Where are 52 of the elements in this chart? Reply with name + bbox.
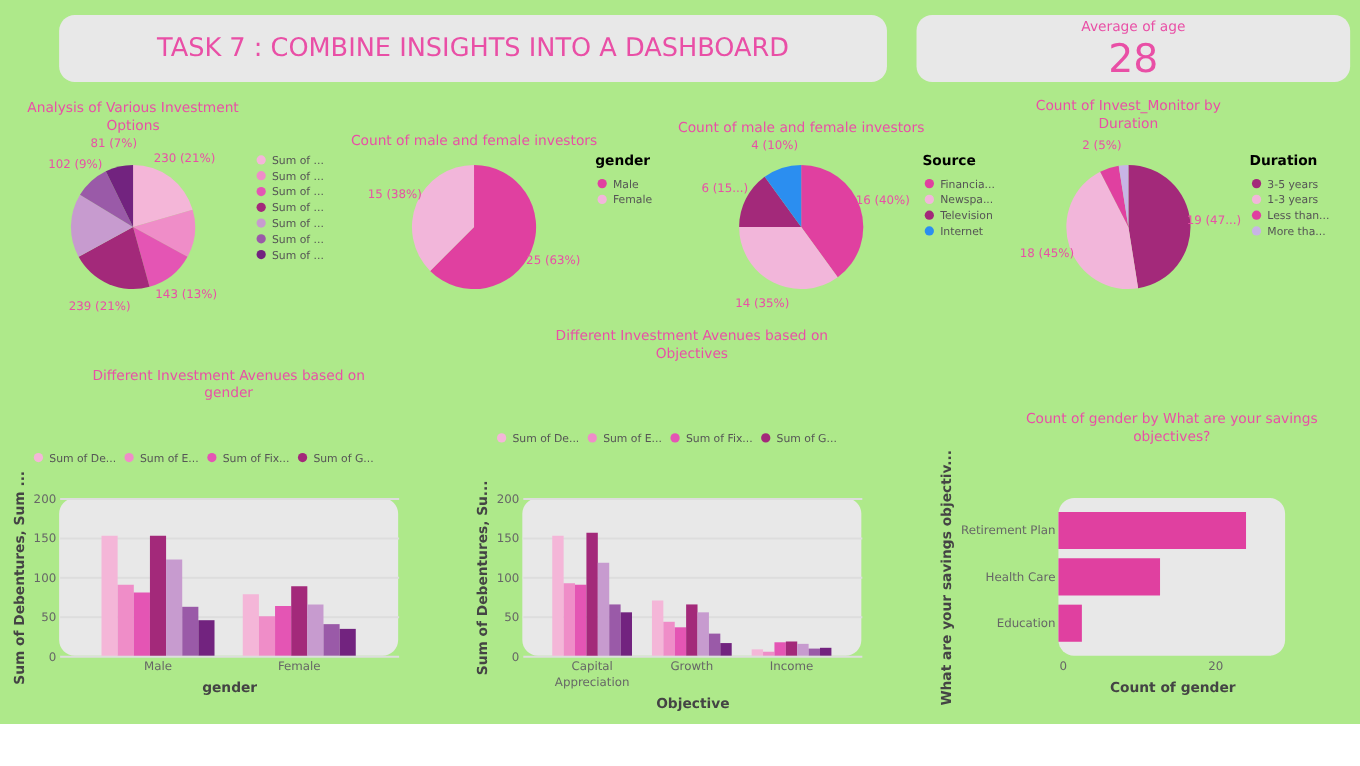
bar [697,612,709,656]
bar [101,535,118,656]
bar [339,628,356,656]
bar [751,649,764,656]
pie-slice [71,194,134,257]
bar [133,592,150,656]
bar [258,616,276,656]
bar [166,559,183,656]
bar [1058,604,1082,642]
bar [674,627,687,656]
bar [242,594,259,656]
bar [797,643,809,656]
pie-slice [105,164,134,227]
bar [323,624,340,656]
bar [686,604,698,656]
pie-slice [133,164,193,227]
bar [563,583,576,656]
bar [552,535,564,656]
pie-slice [133,226,188,287]
bar [774,642,786,656]
pie-slice [79,171,134,227]
bar [785,641,798,656]
bar [820,647,832,656]
pie-slice [78,226,150,290]
bar [117,584,134,656]
pie-slice [430,164,537,290]
text: 28 [1108,36,1159,83]
bar [307,604,324,656]
text: TASK 7 : COMBINE INSIGHTS INTO A DASHBOARD [155,34,790,65]
bar [291,586,308,656]
bar [708,633,721,656]
pie-slice [1100,165,1129,227]
pie-slice [1118,164,1129,227]
bar [149,535,167,656]
bar [609,604,621,656]
bar [808,648,821,656]
bar [597,562,610,656]
bar [575,584,587,656]
bar [275,606,292,656]
bar [198,620,215,656]
pie-slice [739,226,838,290]
pie-slice [764,164,802,227]
bar [586,532,598,656]
bar [663,621,675,656]
bar [1058,511,1247,550]
pie-slice [1128,164,1191,289]
pie-slice [133,209,196,257]
bar [182,606,199,656]
bar [1058,558,1161,596]
bar [720,643,732,656]
bar [620,612,632,656]
bar [651,600,664,656]
